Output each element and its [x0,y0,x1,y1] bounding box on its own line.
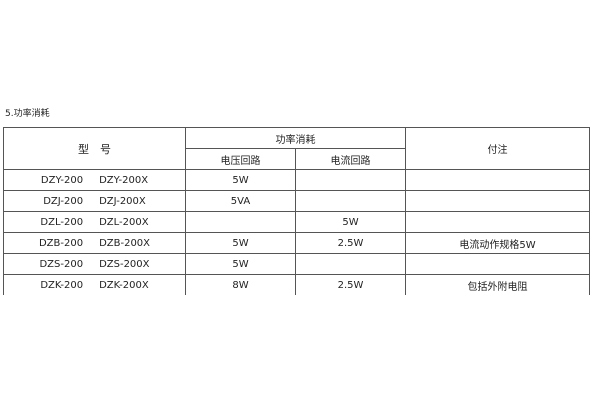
model-a: DZL-200 [40,216,84,228]
model-a: DZK-200 [40,279,84,291]
model-b: DZL-200X [99,216,149,228]
header-note: 付注 [405,127,590,170]
model-b: DZK-200X [99,279,149,291]
table-row: DZK-200 DZK-200X 8W 2.5W 包括外附电阻 [3,274,590,295]
model-a: DZJ-200 [43,195,84,207]
model-b: DZY-200X [99,174,149,186]
note-cell [405,190,590,212]
table-row: DZS-200 DZS-200X 5W [3,253,590,275]
current-cell [295,169,406,191]
subheader-row: 电压回路 电流回路 [4,148,590,170]
model-cell: DZL-200 DZL-200X [3,211,186,233]
note-cell [405,253,590,275]
note-cell: 电流动作规格5W [405,232,590,254]
note-cell [405,211,590,233]
table-row: DZJ-200 DZJ-200X 5VA [3,190,590,212]
voltage-cell: 8W [185,274,296,295]
model-cell: DZJ-200 DZJ-200X [3,190,186,212]
table-row: DZY-200 DZY-200X 5W [3,169,590,191]
power-consumption-table: 型 号 功率消耗 付注 电压回路 电流回路 DZY-200 DZY-200X 5W… [3,127,590,295]
note-cell: 包括外附电阻 [405,274,590,295]
header-row: 型 号 功率消耗 付注 [3,127,590,170]
model-cell: DZY-200 DZY-200X [3,169,186,191]
note-cell [405,169,590,191]
model-b: DZS-200X [99,258,150,270]
model-b: DZJ-200X [99,195,146,207]
model-a: DZY-200 [40,174,84,186]
header-model: 型 号 [3,127,186,170]
section-title: 5.功率消耗 [5,109,50,119]
current-cell [295,190,406,212]
model-cell: DZS-200 DZS-200X [3,253,186,275]
voltage-cell: 5W [185,169,296,191]
current-cell: 2.5W [295,232,406,254]
model-a: DZS-200 [39,258,84,270]
header-power: 功率消耗 [185,127,406,149]
voltage-cell: 5VA [185,190,296,212]
model-b: DZB-200X [99,237,151,249]
current-cell: 5W [295,211,406,233]
voltage-cell: 5W [185,253,296,275]
table-row: DZL-200 DZL-200X 5W [3,211,590,233]
model-a: DZB-200 [38,237,84,249]
current-cell: 2.5W [295,274,406,295]
model-cell: DZK-200 DZK-200X [3,274,186,295]
voltage-cell: 5W [185,232,296,254]
voltage-cell [185,211,296,233]
header-voltage-circuit: 电压回路 [185,148,296,170]
table-row: DZB-200 DZB-200X 5W 2.5W 电流动作规格5W [3,232,590,254]
model-cell: DZB-200 DZB-200X [3,232,186,254]
current-cell [295,253,406,275]
header-current-circuit: 电流回路 [295,148,406,170]
